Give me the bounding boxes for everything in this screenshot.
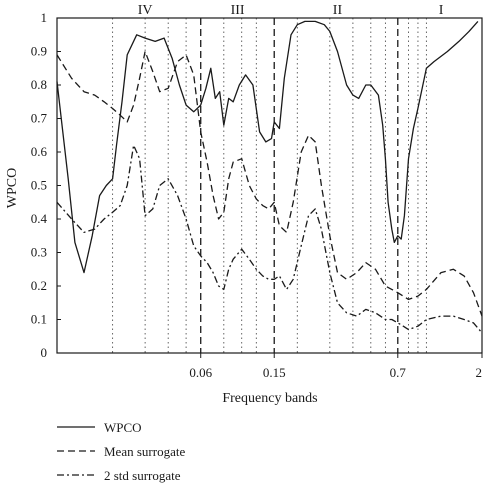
band-label: III	[231, 3, 245, 18]
vertical-grid-lines	[113, 18, 427, 353]
x-tick-label: 0.15	[263, 365, 286, 380]
x-tick-label: 2	[476, 365, 483, 380]
x-axis: 0.06 0.15 0.7 2	[189, 353, 482, 380]
band-boundary-lines	[201, 18, 398, 353]
y-tick-label: 0.5	[31, 178, 47, 193]
legend-label: 2 std surrogate	[104, 468, 181, 483]
y-tick-label: 0.8	[31, 77, 47, 92]
y-tick-label: 0.2	[31, 278, 47, 293]
x-tick-label: 0.06	[189, 365, 212, 380]
x-tick-label: 0.7	[390, 365, 407, 380]
legend-label: WPCO	[104, 420, 142, 435]
legend: WPCO Mean surrogate 2 std surrogate	[57, 420, 185, 483]
y-axis-title: WPCO	[5, 168, 20, 208]
y-tick-label: 0.1	[31, 312, 47, 327]
band-label: IV	[138, 3, 153, 18]
y-tick-label: 0.6	[31, 144, 48, 159]
band-labels: IV III II I	[138, 3, 444, 18]
y-tick-label: 0	[41, 345, 48, 360]
y-tick-label: 0.4	[31, 211, 48, 226]
legend-label: Mean surrogate	[104, 444, 185, 459]
y-tick-label: 0.3	[31, 245, 47, 260]
y-tick-label: 1	[41, 10, 48, 25]
band-label: I	[439, 3, 444, 18]
y-tick-label: 0.9	[31, 44, 47, 59]
y-tick-label: 0.7	[31, 111, 48, 126]
band-label: II	[333, 3, 343, 18]
x-axis-title: Frequency bands	[222, 391, 317, 406]
series-line-solid	[57, 21, 478, 272]
